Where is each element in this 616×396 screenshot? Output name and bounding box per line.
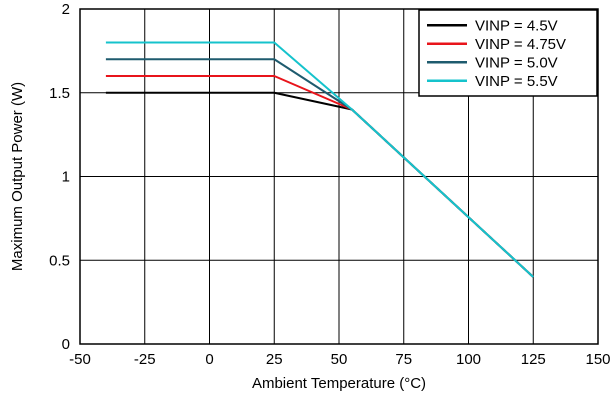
legend-label: VINP = 5.0V bbox=[475, 54, 558, 71]
y-tick-label: 0.5 bbox=[49, 252, 70, 269]
y-tick-label: 2 bbox=[62, 1, 70, 18]
x-tick-label: 75 bbox=[395, 351, 412, 368]
x-tick-label: 125 bbox=[521, 351, 546, 368]
x-tick-label: -25 bbox=[134, 351, 156, 368]
y-axis-label: Maximum Output Power (W) bbox=[9, 82, 26, 271]
series-line bbox=[105, 91, 534, 278]
x-tick-label: 0 bbox=[205, 351, 213, 368]
series-lines bbox=[105, 41, 534, 278]
x-tick-label: 150 bbox=[585, 351, 610, 368]
x-axis-label: Ambient Temperature (°C) bbox=[252, 375, 426, 392]
plot-frame bbox=[79, 8, 599, 345]
y-tick-label: 1.5 bbox=[49, 85, 70, 102]
y-tick-label: 0 bbox=[62, 336, 70, 353]
x-tick-label: 50 bbox=[331, 351, 348, 368]
y-tick-labels: 0 0.5 1 1.5 2 bbox=[49, 1, 70, 353]
x-tick-labels: -50 -25 0 25 50 75 100 125 150 bbox=[69, 351, 610, 368]
x-tick-label: 25 bbox=[266, 351, 283, 368]
legend-label: VINP = 4.75V bbox=[475, 36, 566, 53]
series-line bbox=[105, 41, 534, 278]
y-tick-label: 1 bbox=[62, 169, 70, 186]
x-tick-label: -50 bbox=[69, 351, 91, 368]
legend-label: VINP = 5.5V bbox=[475, 73, 558, 90]
legend-label: VINP = 4.5V bbox=[475, 17, 558, 34]
x-tick-label: 100 bbox=[456, 351, 481, 368]
